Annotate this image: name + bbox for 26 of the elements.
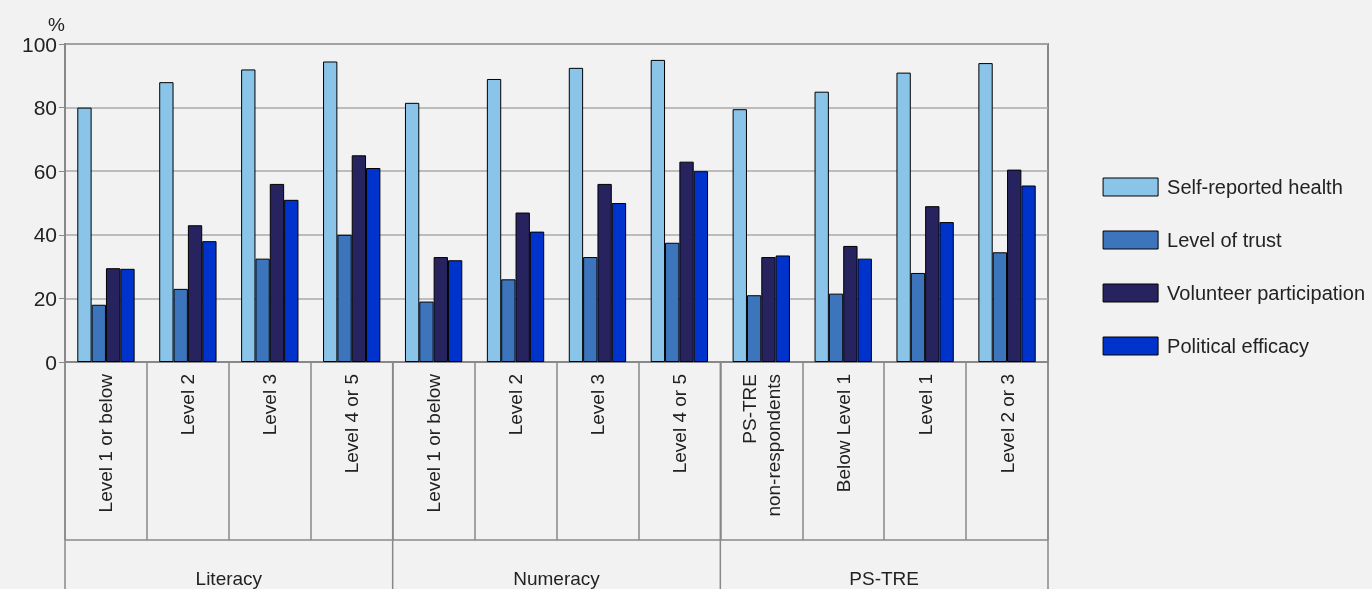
y-axis-title: % — [48, 13, 66, 35]
text: Numeracy — [513, 567, 601, 589]
x-tick-label: PS-TRE non-respondents — [738, 374, 784, 517]
text: Literacy — [195, 567, 263, 589]
x-tick-label: Level 1 or below — [423, 373, 445, 513]
x-tick-label: Level 1 — [914, 374, 936, 436]
y-tick-label: 40 — [33, 223, 57, 247]
x-tick-label: Level 3 — [259, 374, 281, 436]
x-tick-label: Level 2 — [505, 374, 527, 436]
legend-label: Volunteer participation — [1167, 282, 1366, 304]
x-tick-label: Level 2 or 3 — [996, 374, 1018, 474]
y-tick-label: 100 — [21, 32, 57, 56]
legend-label: Level of trust — [1167, 229, 1283, 251]
text: PS-TRE — [849, 567, 920, 589]
legend-label: Political efficacy — [1167, 335, 1310, 357]
y-tick-label: 80 — [33, 96, 57, 120]
x-tick-label: Level 4 or 5 — [668, 374, 690, 474]
x-tick-label: Below Level 1 — [832, 374, 854, 493]
x-tick-label: Level 3 — [586, 374, 608, 436]
legend-label: Self-reported health — [1167, 176, 1343, 198]
y-tick-label: 60 — [33, 159, 57, 183]
y-tick-label: 0 — [45, 350, 57, 374]
y-tick-label: 20 — [33, 286, 57, 310]
x-tick-label: Level 4 or 5 — [341, 374, 363, 474]
x-tick-label: Level 1 or below — [95, 373, 117, 513]
x-tick-label: Level 2 — [177, 374, 199, 436]
